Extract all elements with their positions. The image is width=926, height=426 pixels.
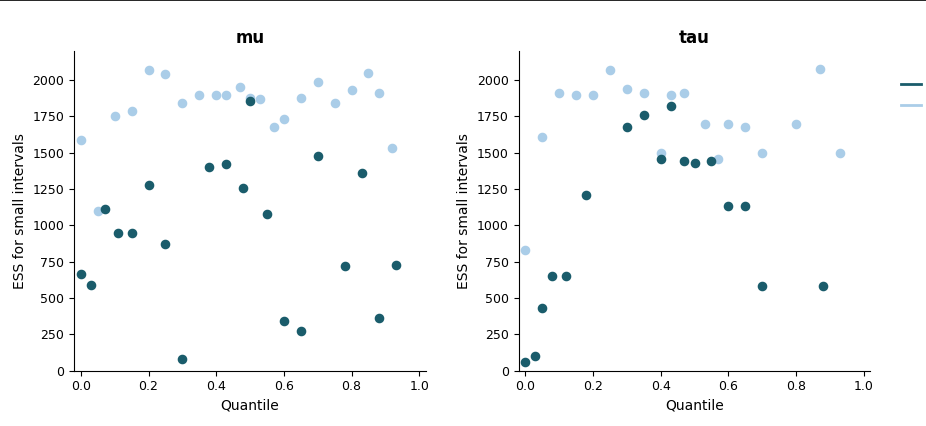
Point <box>361 69 376 76</box>
Point <box>711 155 726 162</box>
Point <box>253 96 268 103</box>
Point <box>755 150 770 156</box>
Point <box>663 91 678 98</box>
Point <box>569 91 583 98</box>
Point <box>327 100 342 107</box>
Point <box>738 202 753 209</box>
Point <box>175 356 190 363</box>
Point <box>243 94 257 101</box>
Point <box>232 83 247 90</box>
Point <box>310 78 325 85</box>
Point <box>384 145 399 152</box>
Y-axis label: ESS for small intervals: ESS for small intervals <box>13 133 27 289</box>
Point <box>653 155 668 162</box>
Point <box>789 120 804 127</box>
Point <box>97 205 112 212</box>
Point <box>73 136 88 143</box>
Point <box>619 123 634 130</box>
Point <box>816 283 831 290</box>
Title: tau: tau <box>679 29 710 47</box>
Point <box>236 184 251 191</box>
Point <box>687 159 702 166</box>
Point <box>175 100 190 107</box>
X-axis label: Quantile: Quantile <box>665 399 724 413</box>
Point <box>603 66 618 73</box>
Title: mu: mu <box>235 29 265 47</box>
Point <box>208 91 223 98</box>
Point <box>388 261 403 268</box>
Point <box>259 210 274 217</box>
Point <box>636 112 651 118</box>
Point <box>267 123 282 130</box>
Point <box>518 359 532 366</box>
Point <box>697 120 712 127</box>
Point <box>277 116 292 123</box>
Point <box>158 71 173 78</box>
Point <box>832 150 847 156</box>
Point <box>518 247 532 253</box>
Point <box>371 90 386 97</box>
Point <box>83 282 98 288</box>
Point <box>243 98 257 105</box>
Point <box>158 241 173 248</box>
Point <box>337 263 352 270</box>
Point <box>677 158 692 165</box>
Point <box>535 133 550 140</box>
Point <box>294 327 308 334</box>
Legend: centered, non centered: centered, non centered <box>895 52 926 119</box>
Point <box>124 107 139 114</box>
Point <box>371 315 386 322</box>
Point <box>619 86 634 92</box>
Point <box>535 305 550 311</box>
Point <box>355 170 369 176</box>
Point <box>277 318 292 325</box>
Point <box>73 271 88 277</box>
Point <box>579 192 594 199</box>
Point <box>721 120 736 127</box>
Point <box>294 95 308 102</box>
Point <box>663 103 678 110</box>
Point <box>124 229 139 236</box>
Point <box>141 66 156 73</box>
Point <box>738 123 753 130</box>
Point <box>91 207 106 214</box>
Point <box>812 65 827 72</box>
Point <box>141 181 156 188</box>
Point <box>310 153 325 160</box>
Point <box>528 353 543 360</box>
Point <box>192 92 206 99</box>
Point <box>219 161 233 168</box>
Point <box>755 283 770 290</box>
Point <box>202 164 217 171</box>
Point <box>558 273 573 279</box>
Point <box>653 150 668 156</box>
X-axis label: Quantile: Quantile <box>220 399 280 413</box>
Point <box>677 90 692 97</box>
Point <box>107 113 122 120</box>
Point <box>636 90 651 97</box>
Point <box>344 86 359 93</box>
Point <box>545 273 560 279</box>
Point <box>721 202 736 209</box>
Point <box>219 91 233 98</box>
Point <box>704 158 719 165</box>
Point <box>552 90 567 97</box>
Point <box>111 229 126 236</box>
Y-axis label: ESS for small intervals: ESS for small intervals <box>457 133 471 289</box>
Point <box>585 91 600 98</box>
